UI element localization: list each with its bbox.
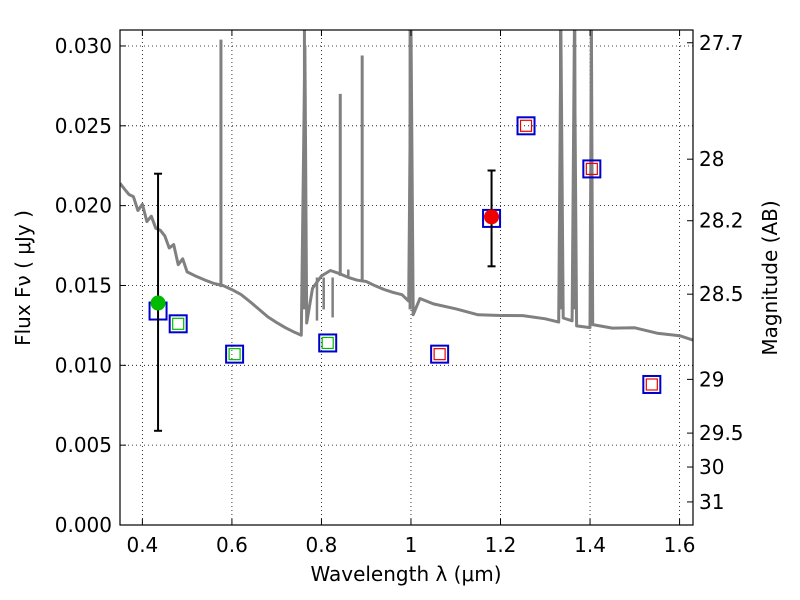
sed-continuum-line <box>120 30 693 342</box>
y-axis-left-title: Flux Fν ( μJy ) <box>11 210 35 346</box>
model-flux-inner-box <box>645 378 658 391</box>
sed-spectrum-layer <box>120 30 693 342</box>
model-flux-inner-box <box>585 162 598 176</box>
mag-tick-label: 28.2 <box>699 209 744 233</box>
model-flux-box <box>168 314 188 334</box>
y-tick-label: 0.015 <box>55 273 112 297</box>
model-flux-inner-box <box>321 336 334 350</box>
plot-frame <box>119 29 694 526</box>
x-axis-title: Wavelength λ (μm) <box>310 562 501 586</box>
model-flux-box <box>225 344 245 364</box>
model-flux-inner-box <box>433 348 446 361</box>
mag-tick-label: 31 <box>699 490 724 514</box>
observed-flux-point <box>150 295 166 311</box>
model-flux-box <box>642 374 662 394</box>
model-flux-inner-box <box>228 348 241 361</box>
axes: 0.4 0.6 0.8 1 1.2 1.4 1.6 0.000 0.005 0.010 0.015 0… <box>55 29 744 557</box>
y-tick-label: 0.005 <box>55 433 112 457</box>
mag-tick-label: 28 <box>699 147 724 171</box>
y-tick-label: 0.030 <box>55 34 112 58</box>
y-tick-label: 0.000 <box>55 513 112 537</box>
mag-tick-label: 30 <box>699 455 724 479</box>
x-tick-label: 1.2 <box>485 533 517 557</box>
model-flux-inner-box <box>172 317 185 330</box>
x-tick-label: 1.6 <box>664 533 696 557</box>
observed-flux-point <box>484 209 500 225</box>
mag-tick-label: 28.5 <box>699 282 744 306</box>
model-photometry-layer <box>148 116 662 394</box>
model-flux-box <box>318 333 338 353</box>
y-tick-label: 0.020 <box>55 194 112 218</box>
x-tick-label: 0.8 <box>306 533 338 557</box>
y-tick-label: 0.025 <box>55 114 112 138</box>
model-flux-box <box>516 116 536 136</box>
model-flux-box <box>430 344 450 364</box>
grid <box>120 30 693 525</box>
y-axis-right-title: Magnitude (AB) <box>758 200 782 355</box>
x-tick-label: 1 <box>405 533 418 557</box>
mag-tick-label: 29 <box>699 367 724 391</box>
x-tick-label: 1.4 <box>574 533 606 557</box>
model-flux-inner-box <box>519 119 533 132</box>
x-tick-label: 0.4 <box>126 533 158 557</box>
observed-photometry-layer <box>150 169 500 432</box>
y-tick-label: 0.010 <box>55 353 112 377</box>
mag-tick-label: 29.5 <box>699 421 744 445</box>
mag-tick-label: 27.7 <box>699 31 744 55</box>
model-flux-box <box>582 159 602 179</box>
x-tick-label: 0.6 <box>216 533 248 557</box>
